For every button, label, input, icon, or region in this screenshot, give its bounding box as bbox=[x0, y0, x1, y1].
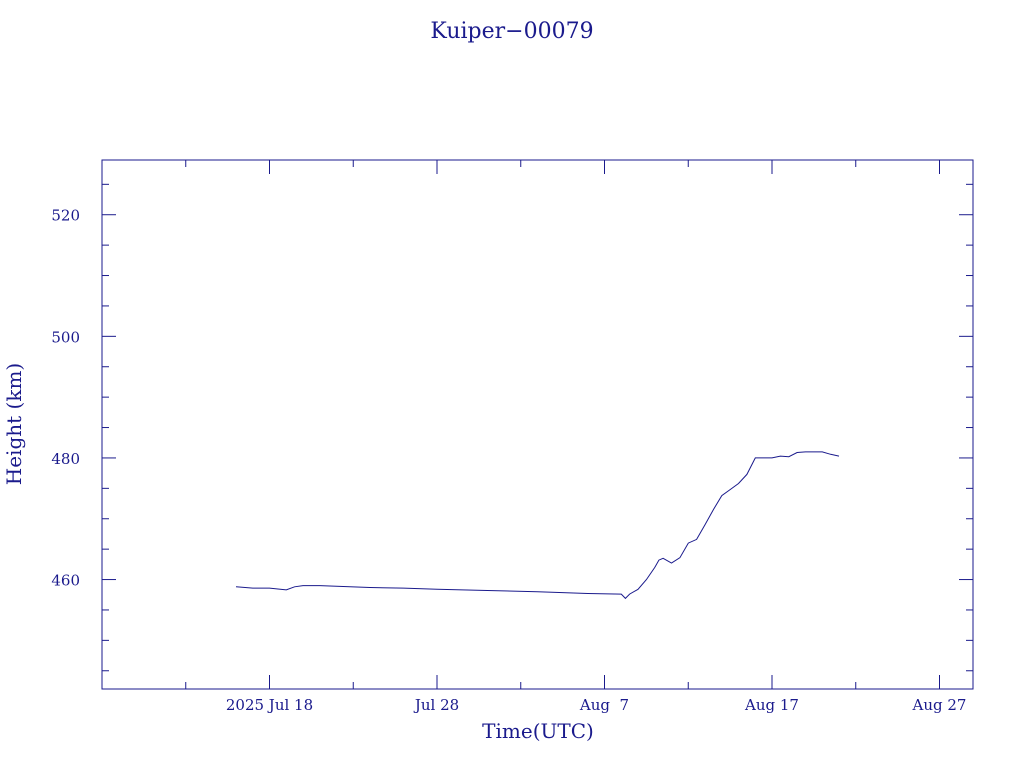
y-tick-label: 520 bbox=[51, 207, 80, 225]
x-axis-label: Time(UTC) bbox=[482, 719, 594, 743]
axis-ticks bbox=[101, 160, 973, 689]
y-tick-label: 460 bbox=[51, 572, 80, 590]
y-tick-label: 500 bbox=[51, 328, 80, 346]
series-line bbox=[235, 451, 840, 600]
chart-title: Kuiper−00079 bbox=[430, 19, 593, 44]
plot-frame bbox=[101, 159, 974, 690]
y-axis-label: Height (km) bbox=[2, 363, 26, 485]
x-tick-label: Aug 27 bbox=[912, 696, 967, 714]
tick-labels: 460 480 500 520 2025 Jul 18 Jul 28 Aug 7 Aug 17… bbox=[51, 207, 966, 714]
x-tick-label: Jul 28 bbox=[413, 696, 459, 714]
x-tick-label: Aug 17 bbox=[744, 696, 799, 714]
x-tick-label: Aug 7 bbox=[579, 696, 629, 714]
x-tick-label: 2025 Jul 18 bbox=[226, 696, 313, 714]
y-tick-label: 480 bbox=[51, 450, 80, 468]
